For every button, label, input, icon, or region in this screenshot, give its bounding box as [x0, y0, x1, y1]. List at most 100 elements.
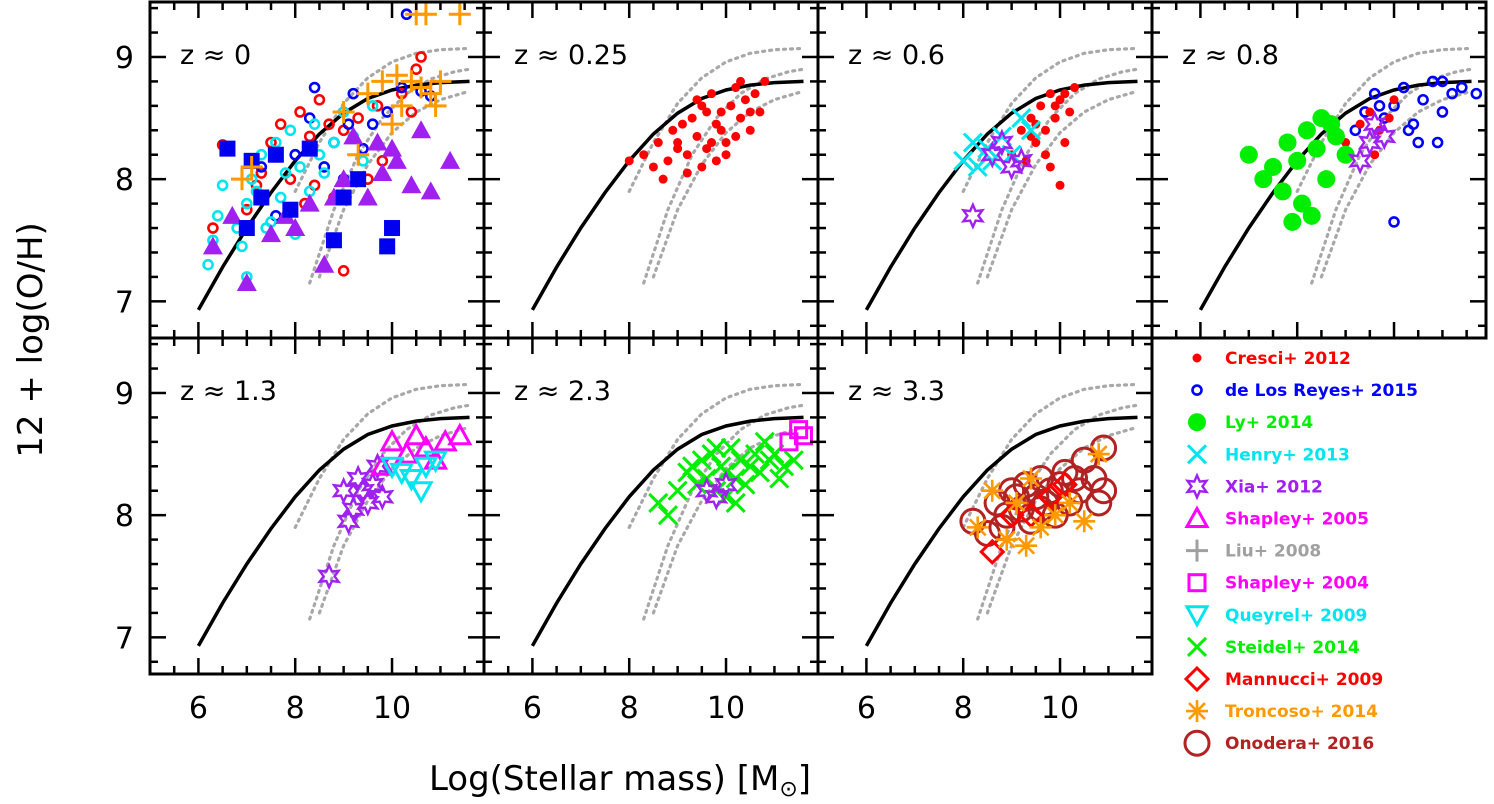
data-point-blue_sq	[267, 146, 284, 163]
data-point-henry	[328, 136, 340, 149]
data-point-cresci	[1050, 101, 1060, 111]
data-point-cresci	[716, 107, 726, 117]
data-point-delosreyes	[395, 81, 408, 94]
data-point-cresci	[1355, 119, 1365, 129]
data-point-troncoso	[995, 528, 1018, 551]
data-point-steidel	[730, 450, 751, 471]
data-point-purple_tri	[222, 205, 243, 224]
data-point-orange_plus	[381, 113, 404, 136]
panel-points	[648, 420, 813, 526]
legend-marker	[1188, 413, 1206, 432]
reference-curves	[196, 382, 472, 647]
data-point-henry	[284, 124, 297, 137]
data-point-cresci	[687, 113, 697, 123]
data-point-cresci	[736, 76, 746, 86]
data-point-cresci	[648, 162, 658, 172]
data-point-cresci	[352, 112, 364, 124]
x-tick-label: 6	[523, 691, 542, 726]
data-point-cresci	[663, 156, 673, 166]
data-point-steidel	[720, 437, 741, 459]
data-point-ly	[1288, 151, 1307, 170]
data-point-delosreyes	[1417, 93, 1429, 106]
data-point-xia	[1362, 110, 1387, 139]
data-point-blue_sq	[301, 140, 318, 157]
panel-frame	[816, 336, 1154, 676]
panel-label: z ≈ 1.3	[180, 376, 277, 407]
data-point-cresci	[207, 222, 219, 234]
data-point-steidel	[657, 505, 679, 526]
data-point-steidel	[749, 462, 770, 483]
x-tick-label: 6	[189, 691, 208, 726]
data-point-purple_tri	[367, 132, 388, 151]
data-point-troncoso	[1073, 510, 1096, 533]
legend-entry: Shapley+ 2005	[1184, 505, 1369, 530]
reference-curve-solid	[1198, 79, 1472, 311]
legend-label: Onodera+ 2016	[1225, 734, 1374, 754]
data-point-troncoso	[1015, 534, 1038, 557]
legend-marker	[1184, 605, 1210, 628]
panel-points	[1239, 75, 1483, 231]
data-point-henry	[1011, 108, 1032, 129]
data-point-cresci	[1389, 95, 1399, 105]
data-point-henry	[308, 118, 321, 130]
data-point-blue_sq	[379, 238, 396, 255]
data-point-delosreyes	[1402, 124, 1415, 137]
data-point-xia	[960, 201, 985, 230]
data-point-purple_tri	[314, 254, 335, 273]
data-point-cresci	[658, 174, 668, 184]
data-point-henry	[357, 155, 369, 167]
data-point-blue_sq	[350, 171, 367, 188]
reference-curve-dotted-lower	[1319, 89, 1474, 279]
panel-label: z ≈ 0.25	[514, 40, 628, 71]
data-point-cresci	[707, 89, 717, 99]
data-point-shapley05	[413, 434, 439, 458]
data-point-cresci	[1055, 180, 1065, 190]
data-point-orange_plus	[390, 94, 413, 117]
reference-curve-dotted-middle	[308, 403, 472, 621]
data-point-cresci	[653, 138, 663, 148]
legend-entry: Shapley+ 2004	[1187, 573, 1369, 594]
legend-entry: Mannucci+ 2009	[1183, 665, 1383, 693]
data-point-purple_tri	[357, 187, 378, 206]
data-point-cresci	[731, 83, 741, 93]
ticks	[148, 2, 484, 338]
data-point-ly	[1239, 145, 1258, 164]
reference-curve-dotted-lower	[985, 89, 1140, 279]
panel-points	[317, 422, 473, 591]
data-point-orange_plus	[424, 94, 447, 117]
data-point-ly	[1307, 139, 1326, 158]
data-point-purple_tri	[285, 218, 306, 237]
data-point-cresci	[313, 93, 326, 106]
data-point-cresci	[1050, 113, 1060, 123]
data-point-henry	[241, 197, 253, 210]
legend-marker	[1187, 573, 1207, 593]
reference-curves	[530, 46, 806, 311]
data-point-orange_plus	[419, 82, 442, 105]
reference-curve-dotted-middle	[642, 403, 806, 621]
data-point-queyrel	[408, 481, 434, 504]
data-point-steidel	[754, 431, 775, 452]
panel-7: z ≈ 3.3 6 8 10	[816, 336, 1154, 726]
data-point-queyrel	[423, 450, 449, 474]
data-point-steidel	[745, 444, 766, 465]
data-point-purple_tri	[372, 163, 393, 182]
data-point-cresci	[1060, 138, 1070, 148]
data-point-xia	[336, 507, 361, 536]
data-point-steidel	[691, 450, 712, 471]
data-point-delosreyes	[1388, 216, 1400, 228]
data-point-cresci	[721, 150, 731, 160]
data-point-orange_plus	[371, 70, 394, 93]
data-point-delosreyes	[308, 81, 321, 94]
data-point-delosreyes	[1470, 87, 1483, 100]
data-point-cresci	[1045, 162, 1055, 172]
panel-frame	[1150, 0, 1488, 340]
data-point-henry	[211, 210, 224, 222]
data-point-delosreyes	[1455, 81, 1468, 94]
legend-marker	[1184, 472, 1210, 501]
data-point-troncoso	[1044, 504, 1067, 527]
data-point-orange_plus	[240, 155, 263, 178]
data-point-mannucci	[1037, 483, 1064, 510]
data-point-blue_sq	[253, 189, 270, 206]
y-tick-label: 9	[115, 41, 134, 76]
